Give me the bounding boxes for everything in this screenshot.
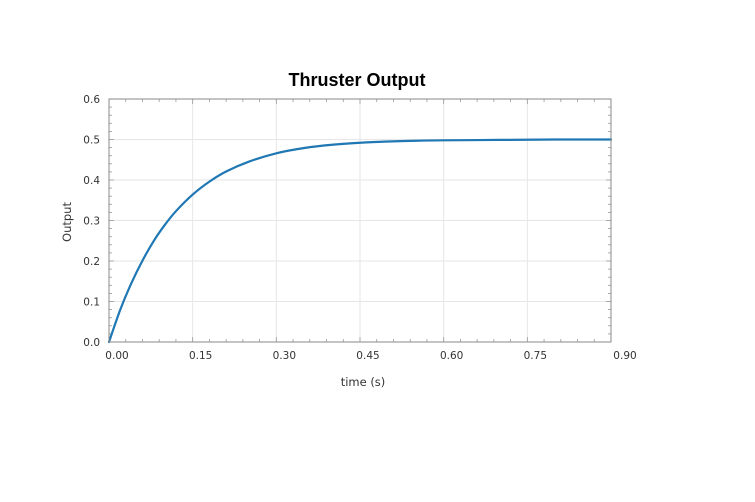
series-line	[107, 138, 613, 344]
x-tick-label: 0.90	[613, 350, 636, 362]
y-tick-label: 0.2	[83, 256, 100, 268]
x-tick-label: 0.75	[524, 350, 547, 362]
y-tick-label: 0.3	[83, 216, 100, 228]
x-tick-label: 0.00	[105, 350, 128, 362]
x-axis-label: time (s)	[341, 375, 386, 389]
x-tick-label: 0.45	[356, 350, 379, 362]
y-axis-label: Output	[60, 202, 74, 242]
x-tick-label: 0.15	[189, 350, 212, 362]
y-tick-label: 0.4	[83, 175, 100, 187]
y-tick-label: 0.5	[83, 135, 100, 147]
chart-title: Thruster Output	[289, 70, 426, 90]
series-layer	[107, 138, 613, 344]
x-tick-labels: 0.00 0.15 0.30 0.45 0.60 0.75 0.90	[105, 350, 636, 362]
y-tick-label: 0.6	[83, 94, 100, 106]
y-tick-labels: 0.0 0.1 0.2 0.3 0.4 0.5 0.6	[83, 94, 100, 349]
plot-frame	[108, 98, 612, 343]
y-tick-label: 0.1	[83, 297, 100, 309]
x-tick-label: 0.60	[440, 350, 463, 362]
x-tick-label: 0.30	[273, 350, 296, 362]
y-tick-label: 0.0	[83, 337, 100, 349]
